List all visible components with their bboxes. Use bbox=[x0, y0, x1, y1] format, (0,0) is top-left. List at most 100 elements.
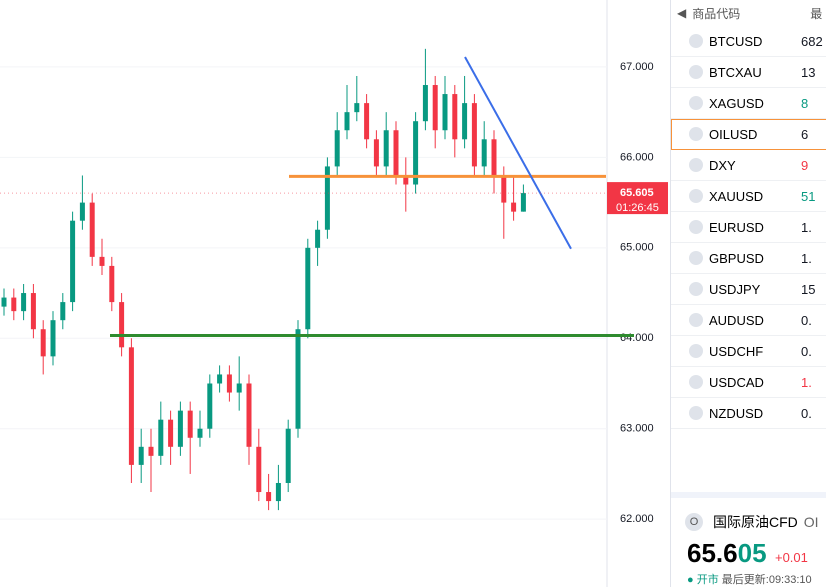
watchlist-row[interactable]: USDCAD 1. bbox=[671, 367, 826, 398]
candle-body bbox=[109, 265, 115, 303]
last-value: 1. bbox=[801, 374, 812, 390]
details-icon: O bbox=[685, 513, 703, 531]
candle-body bbox=[295, 329, 301, 429]
candle-body bbox=[383, 130, 389, 167]
candle-body bbox=[354, 103, 360, 113]
symbol: GBPUSD bbox=[709, 250, 764, 266]
symbol: BTCUSD bbox=[709, 33, 763, 49]
last-value: 0. bbox=[801, 312, 812, 328]
watchlist-row[interactable]: EURUSD 1. bbox=[671, 212, 826, 243]
last-value: 6 bbox=[801, 126, 809, 142]
last-value: 51 bbox=[801, 188, 816, 204]
watchlist-row[interactable]: BTCUSD 682 bbox=[671, 26, 826, 57]
y-tick-label: 64.000 bbox=[620, 332, 654, 344]
watchlist-row[interactable]: USDJPY 15 bbox=[671, 274, 826, 305]
last-update: 最后更新:09:33:10 bbox=[721, 574, 812, 586]
candle-body bbox=[275, 482, 281, 502]
candle-body bbox=[168, 419, 174, 447]
last-value: 15 bbox=[801, 281, 816, 297]
symbol-icon bbox=[689, 406, 703, 420]
watchlist-row[interactable]: GBPUSD 1. bbox=[671, 243, 826, 274]
symbol-icon bbox=[689, 127, 703, 141]
details-name: 国际原油CFD bbox=[713, 514, 798, 530]
symbol: NZDUSD bbox=[709, 405, 764, 421]
candle-body bbox=[1, 297, 7, 307]
symbol-icon bbox=[689, 96, 703, 110]
watchlist-row[interactable]: AUDUSD 0. bbox=[671, 305, 826, 336]
candle-body bbox=[226, 374, 232, 393]
candle-body bbox=[138, 446, 144, 465]
candle-body bbox=[344, 112, 350, 131]
candle-body bbox=[217, 374, 223, 384]
candle-body bbox=[79, 202, 85, 221]
symbol-icon bbox=[689, 344, 703, 358]
header-right: 最 bbox=[810, 6, 823, 21]
candle-body bbox=[393, 130, 399, 176]
trend-line bbox=[464, 56, 572, 250]
watchlist-row[interactable]: BTCXAU 13 bbox=[671, 57, 826, 88]
chart: 62.000 63.000 64.000 65.000 66.000 67.000 65.6… bbox=[0, 0, 668, 587]
symbol-icon bbox=[689, 189, 703, 203]
last-value: 8 bbox=[801, 95, 809, 111]
watchlist-row[interactable]: USDCHF 0. bbox=[671, 336, 826, 367]
y-tick-label: 65.000 bbox=[620, 242, 654, 254]
candle-body bbox=[373, 139, 379, 167]
last-value: 0. bbox=[801, 405, 812, 421]
symbol: DXY bbox=[709, 157, 736, 173]
countdown-label: 01:26:45 bbox=[616, 202, 659, 214]
candle-body bbox=[119, 302, 125, 348]
price-main: 65.6 bbox=[687, 538, 738, 568]
candle-body bbox=[315, 229, 321, 248]
candle-body bbox=[11, 297, 17, 312]
watchlist-row[interactable]: NZDUSD 0. bbox=[671, 398, 826, 429]
price-change: +0.01 bbox=[774, 550, 808, 565]
candle-body bbox=[60, 302, 66, 321]
details-price: 65.605 +0.01 bbox=[687, 538, 826, 569]
market-status: ● 开市 bbox=[687, 574, 719, 586]
y-tick-label: 63.000 bbox=[620, 423, 654, 435]
symbol: USDCHF bbox=[709, 343, 764, 359]
candle-body bbox=[177, 410, 183, 447]
symbol-icon bbox=[689, 282, 703, 296]
candle-body bbox=[511, 202, 517, 212]
symbol-details: O 国际原油CFD OI 65.605 +0.01 ● 开市 最后更新:09:3… bbox=[671, 492, 826, 587]
watchlist-row[interactable]: DXY 9 bbox=[671, 150, 826, 181]
candle-body bbox=[50, 320, 56, 357]
symbol: USDCAD bbox=[709, 374, 764, 390]
watchlist-row[interactable]: OILUSD 6 bbox=[671, 119, 826, 150]
candle-body bbox=[21, 293, 27, 312]
candle-body bbox=[413, 121, 419, 185]
symbol-icon bbox=[689, 65, 703, 79]
last-value: 1. bbox=[801, 219, 812, 235]
candle-body bbox=[30, 293, 36, 330]
details-title: O 国际原油CFD OI bbox=[685, 512, 826, 532]
watchlist-row[interactable]: XAUUSD 51 bbox=[671, 181, 826, 212]
details-code: OI bbox=[803, 514, 819, 530]
candle-body bbox=[462, 103, 468, 140]
symbol: AUDUSD bbox=[709, 312, 764, 328]
symbol: USDJPY bbox=[709, 281, 761, 297]
candle-body bbox=[99, 256, 105, 266]
symbol-icon bbox=[689, 313, 703, 327]
candle-body bbox=[128, 347, 134, 465]
last-value: 1. bbox=[801, 250, 812, 266]
watchlist-panel: ◀ 商品代码 最 BTCUSD 682 BTCXAU 13 XAGUSD 8 OILUSD 6… bbox=[670, 0, 826, 587]
candle-body bbox=[442, 94, 448, 131]
watchlist-row[interactable]: XAGUSD 8 bbox=[671, 88, 826, 119]
candle-body bbox=[197, 428, 203, 438]
candle-body bbox=[256, 446, 262, 493]
symbol: EURUSD bbox=[709, 219, 764, 235]
candle-body bbox=[158, 419, 164, 456]
candle-body bbox=[403, 175, 409, 185]
candle-body bbox=[432, 85, 438, 131]
symbol: XAUUSD bbox=[709, 188, 764, 204]
candle-body bbox=[471, 103, 477, 167]
candle-body bbox=[207, 383, 213, 429]
symbol-icon bbox=[689, 220, 703, 234]
candle-body bbox=[305, 247, 311, 330]
y-tick-label: 67.000 bbox=[620, 61, 654, 73]
price-tail: 05 bbox=[737, 538, 767, 568]
collapse-icon[interactable]: ◀ bbox=[677, 6, 687, 20]
symbol: XAGUSD bbox=[709, 95, 764, 111]
